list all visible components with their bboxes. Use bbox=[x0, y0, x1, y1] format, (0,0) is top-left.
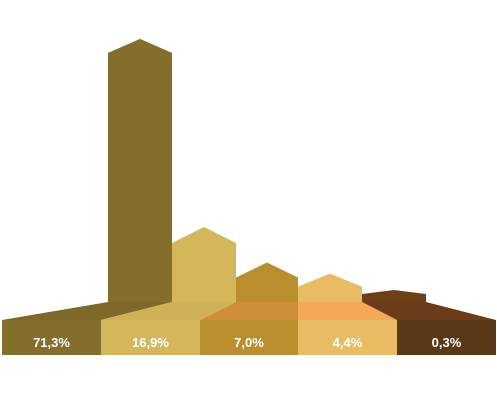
base-block-4 bbox=[298, 320, 397, 355]
base-block-5 bbox=[397, 320, 496, 355]
base-top-segment-4 bbox=[298, 302, 397, 320]
base-top-segment-5 bbox=[362, 302, 496, 320]
base-top-segment-2 bbox=[101, 302, 236, 320]
data-label-4: 4,4% bbox=[333, 335, 363, 350]
base-block-2 bbox=[101, 320, 200, 355]
bar-5 bbox=[362, 290, 426, 302]
base-block-3 bbox=[200, 320, 298, 355]
bar-1 bbox=[108, 38, 172, 303]
data-label-1: 71,3% bbox=[33, 335, 70, 350]
base-top-segment-3 bbox=[200, 302, 298, 320]
data-label-5: 0,3% bbox=[432, 335, 462, 350]
base-block-1 bbox=[2, 320, 101, 355]
bar-4 bbox=[298, 273, 362, 302]
data-label-2: 16,9% bbox=[132, 335, 169, 350]
bar-3 bbox=[236, 262, 298, 302]
data-label-3: 7,0% bbox=[234, 335, 264, 350]
bar-2 bbox=[172, 226, 236, 302]
base-top-segment-1 bbox=[2, 302, 172, 320]
